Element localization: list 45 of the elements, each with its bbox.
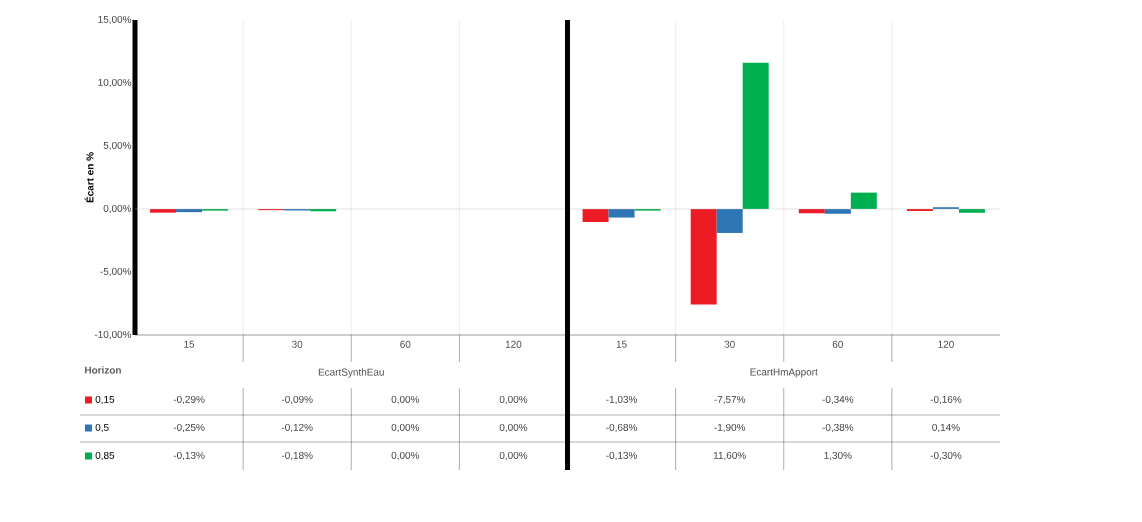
- data-label: -0,34%: [822, 395, 854, 405]
- y-tick-label: 5,00%: [103, 141, 132, 151]
- data-label: -0,30%: [930, 451, 962, 461]
- data-label: 0,00%: [391, 395, 420, 405]
- x-tick-label: 15: [184, 340, 195, 348]
- x-axis-title: Horizon: [85, 366, 121, 374]
- text: EcartHmApport: [750, 368, 818, 378]
- data-label: -1,90%: [714, 423, 746, 433]
- y-tick-label: 0,00%: [103, 204, 132, 214]
- legend-label: 0,85: [95, 451, 115, 461]
- data-label: -0,29%: [173, 395, 205, 405]
- data-label: -0,13%: [606, 451, 637, 461]
- x-tick-label: 60: [400, 340, 411, 348]
- data-label: -1,03%: [606, 395, 637, 405]
- y-tick-label: -10,00%: [94, 330, 132, 340]
- data-label: 0,00%: [499, 451, 528, 461]
- data-label: -0,38%: [822, 423, 854, 433]
- data-label: 1,30%: [824, 451, 852, 461]
- data-label: 0,14%: [932, 423, 960, 433]
- data-label: -0,25%: [173, 423, 205, 433]
- data-label: -0,16%: [930, 395, 962, 405]
- x-tick-label: 30: [724, 340, 735, 348]
- x-tick-label: 15: [616, 340, 627, 348]
- x-tick-label: 30: [292, 340, 303, 348]
- x-tick-label: 120: [505, 340, 522, 348]
- data-label: -0,18%: [281, 451, 313, 461]
- legend-label: 0,5: [95, 423, 109, 433]
- legend-label: 0,15: [95, 395, 115, 405]
- data-label: -0,12%: [281, 423, 313, 433]
- data-label: 0,00%: [391, 451, 420, 461]
- data-label: -0,09%: [281, 395, 313, 405]
- data-label: -0,68%: [606, 423, 637, 433]
- data-label: -7,57%: [714, 395, 746, 405]
- data-label: 11,60%: [713, 451, 746, 461]
- text: EcartSynthEau: [318, 368, 384, 378]
- data-label: 0,00%: [499, 395, 528, 405]
- data-label: -0,13%: [173, 451, 205, 461]
- y-axis-title: Écart en %: [84, 152, 94, 203]
- y-tick-label: 15,00%: [98, 15, 132, 25]
- x-tick-label: 60: [832, 340, 843, 348]
- y-tick-label: 10,00%: [98, 78, 132, 88]
- data-label: 0,00%: [499, 423, 528, 433]
- y-tick-label: -5,00%: [100, 267, 132, 277]
- x-tick-label: 120: [938, 340, 954, 348]
- data-label: 0,00%: [391, 423, 420, 433]
